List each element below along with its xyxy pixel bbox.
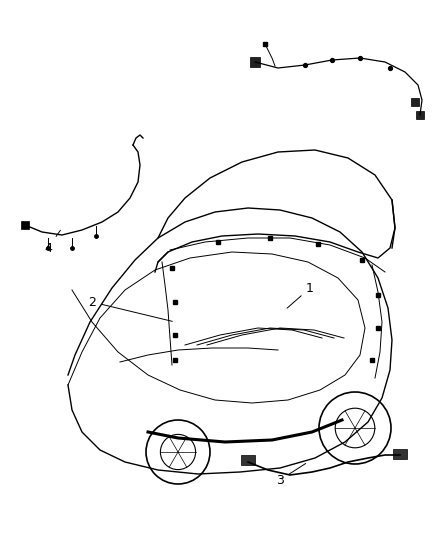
Bar [250, 57, 260, 67]
Text: 4: 4 [44, 230, 60, 254]
Text: 2: 2 [88, 295, 172, 321]
Bar [241, 455, 255, 465]
Bar [416, 111, 424, 119]
Bar [411, 98, 419, 106]
Text: 3: 3 [276, 464, 306, 487]
Bar [21, 221, 29, 229]
Bar [393, 449, 407, 459]
Text: 1: 1 [287, 281, 314, 308]
